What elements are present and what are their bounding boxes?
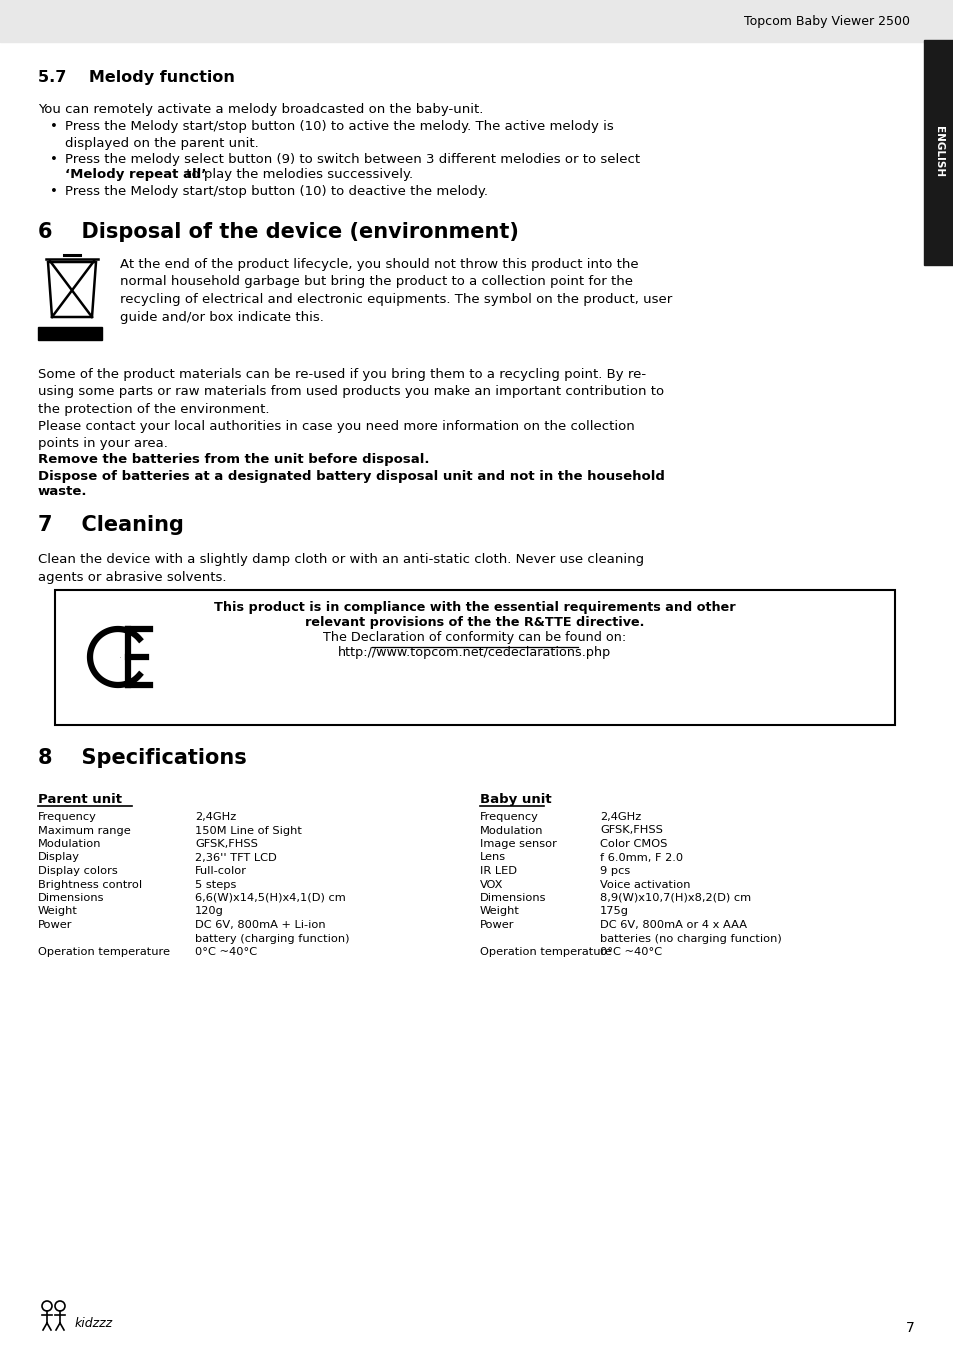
Text: •: •: [50, 185, 58, 198]
Text: Frequency: Frequency: [38, 812, 97, 822]
Text: Press the melody select button (9) to switch between 3 different melodies or to : Press the melody select button (9) to sw…: [65, 153, 639, 167]
Text: Lens: Lens: [479, 853, 506, 862]
Text: Remove the batteries from the unit before disposal.: Remove the batteries from the unit befor…: [38, 454, 429, 466]
Text: 0°C ~40°C: 0°C ~40°C: [194, 946, 257, 957]
Text: Power: Power: [38, 919, 72, 930]
Bar: [923, 41, 953, 265]
Bar: [0, 0, 953, 42]
Text: Operation temperature: Operation temperature: [38, 946, 170, 957]
Text: 8,9(W)x10,7(H)x8,2(D) cm: 8,9(W)x10,7(H)x8,2(D) cm: [599, 894, 750, 903]
Text: Operation temperature: Operation temperature: [479, 946, 612, 957]
Text: 2,36'' TFT LCD: 2,36'' TFT LCD: [194, 853, 276, 862]
Text: •: •: [50, 153, 58, 167]
Text: Voice activation: Voice activation: [599, 880, 690, 890]
Text: GFSK,FHSS: GFSK,FHSS: [599, 826, 662, 835]
Text: battery (charging function): battery (charging function): [194, 933, 349, 944]
Text: 0°C ~40°C: 0°C ~40°C: [599, 946, 661, 957]
Text: IR LED: IR LED: [479, 867, 517, 876]
Text: 7    Cleaning: 7 Cleaning: [38, 515, 184, 535]
Text: 2,4GHz: 2,4GHz: [599, 812, 640, 822]
Text: Modulation: Modulation: [38, 839, 101, 849]
Text: 8    Specifications: 8 Specifications: [38, 747, 247, 768]
Text: Display colors: Display colors: [38, 867, 117, 876]
Bar: [55, 590, 894, 724]
Text: Weight: Weight: [38, 906, 78, 917]
Text: kidzzz: kidzzz: [75, 1317, 113, 1330]
Text: VOX: VOX: [479, 880, 503, 890]
Text: Topcom Baby Viewer 2500: Topcom Baby Viewer 2500: [743, 15, 909, 27]
Text: waste.: waste.: [38, 485, 88, 498]
Text: 120g: 120g: [194, 906, 224, 917]
Text: 2,4GHz: 2,4GHz: [194, 812, 236, 822]
Text: Brightness control: Brightness control: [38, 880, 142, 890]
Text: batteries (no charging function): batteries (no charging function): [599, 933, 781, 944]
Text: Baby unit: Baby unit: [479, 793, 551, 806]
Text: You can remotely activate a melody broadcasted on the baby-unit.: You can remotely activate a melody broad…: [38, 103, 483, 116]
Text: to play the melodies successively.: to play the melodies successively.: [182, 168, 413, 181]
Text: Clean the device with a slightly damp cloth or with an anti-static cloth. Never : Clean the device with a slightly damp cl…: [38, 552, 643, 584]
Text: Power: Power: [479, 919, 514, 930]
Text: http://www.topcom.net/cedeclarations.php: http://www.topcom.net/cedeclarations.php: [338, 646, 611, 659]
Text: Press the Melody start/stop button (10) to deactive the melody.: Press the Melody start/stop button (10) …: [65, 185, 488, 198]
Text: DC 6V, 800mA or 4 x AAA: DC 6V, 800mA or 4 x AAA: [599, 919, 746, 930]
Text: 5.7    Melody function: 5.7 Melody function: [38, 70, 234, 85]
Text: Weight: Weight: [479, 906, 519, 917]
Text: At the end of the product lifecycle, you should not throw this product into the
: At the end of the product lifecycle, you…: [120, 259, 672, 324]
Text: Dimensions: Dimensions: [479, 894, 546, 903]
Text: Image sensor: Image sensor: [479, 839, 557, 849]
Text: Maximum range: Maximum range: [38, 826, 131, 835]
Text: 7: 7: [904, 1322, 913, 1335]
Text: This product is in compliance with the essential requirements and other: This product is in compliance with the e…: [214, 601, 735, 613]
Bar: [38, 328, 102, 340]
Text: 9 pcs: 9 pcs: [599, 867, 630, 876]
Text: 175g: 175g: [599, 906, 628, 917]
Text: 150M Line of Sight: 150M Line of Sight: [194, 826, 301, 835]
Text: GFSK,FHSS: GFSK,FHSS: [194, 839, 257, 849]
Text: 6,6(W)x14,5(H)x4,1(D) cm: 6,6(W)x14,5(H)x4,1(D) cm: [194, 894, 345, 903]
Text: Parent unit: Parent unit: [38, 793, 122, 806]
Text: Modulation: Modulation: [479, 826, 543, 835]
Text: Dispose of batteries at a designated battery disposal unit and not in the househ: Dispose of batteries at a designated bat…: [38, 470, 664, 483]
Text: Display: Display: [38, 853, 80, 862]
Text: 5 steps: 5 steps: [194, 880, 236, 890]
Text: f 6.0mm, F 2.0: f 6.0mm, F 2.0: [599, 853, 682, 862]
Text: ENGLISH: ENGLISH: [933, 126, 943, 177]
Text: Full-color: Full-color: [194, 867, 247, 876]
Text: Please contact your local authorities in case you need more information on the c: Please contact your local authorities in…: [38, 420, 634, 451]
Text: DC 6V, 800mA + Li-ion: DC 6V, 800mA + Li-ion: [194, 919, 325, 930]
Text: Some of the product materials can be re-used if you bring them to a recycling po: Some of the product materials can be re-…: [38, 368, 663, 416]
Text: Frequency: Frequency: [479, 812, 538, 822]
Text: •: •: [50, 121, 58, 133]
Text: 6    Disposal of the device (environment): 6 Disposal of the device (environment): [38, 222, 518, 242]
Text: Press the Melody start/stop button (10) to active the melody. The active melody : Press the Melody start/stop button (10) …: [65, 121, 613, 150]
Text: relevant provisions of the the R&TTE directive.: relevant provisions of the the R&TTE dir…: [305, 616, 644, 630]
Text: Dimensions: Dimensions: [38, 894, 105, 903]
Text: ‘Melody repeat all’: ‘Melody repeat all’: [65, 168, 206, 181]
Text: Color CMOS: Color CMOS: [599, 839, 667, 849]
Text: The Declaration of conformity can be found on:: The Declaration of conformity can be fou…: [323, 631, 626, 645]
